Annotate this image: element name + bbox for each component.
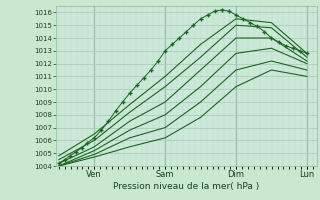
X-axis label: Pression niveau de la mer( hPa ): Pression niveau de la mer( hPa ) [113,182,260,191]
